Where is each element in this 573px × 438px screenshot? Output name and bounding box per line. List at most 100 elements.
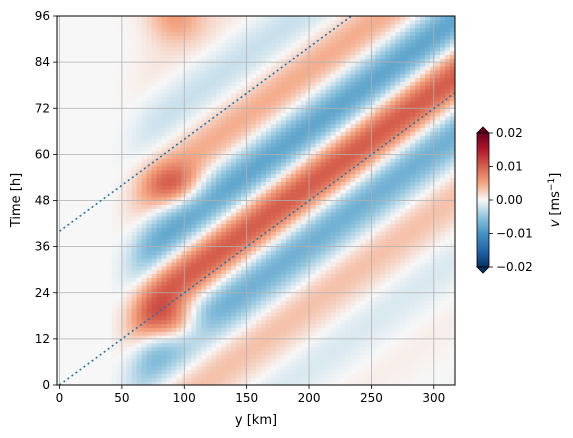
heatmap-cell [176, 115, 182, 121]
heatmap-cell [151, 19, 158, 25]
heatmap-cell [106, 177, 113, 182]
heatmap-cell [191, 154, 197, 159]
heatmap-cell [156, 112, 163, 117]
heatmap-cell [86, 42, 93, 48]
heatmap-cell [251, 23, 257, 29]
heatmap-cell [201, 177, 207, 182]
heatmap-cell [221, 269, 227, 275]
heatmap-cell [111, 192, 118, 198]
heatmap-cell [186, 335, 192, 340]
heatmap-cell [121, 119, 128, 125]
heatmap-cell [231, 16, 237, 21]
heatmap-cell [285, 319, 292, 325]
heatmap-cell [81, 242, 88, 248]
heatmap-cell [290, 315, 297, 321]
heatmap-cell [96, 85, 103, 90]
heatmap-cell [156, 146, 163, 152]
heatmap-cell [71, 35, 78, 40]
heatmap-cell [221, 292, 227, 298]
heatmap-cell [91, 304, 98, 309]
heatmap-cell [241, 46, 247, 52]
heatmap-cell [141, 173, 148, 179]
heatmap-cell [151, 319, 158, 325]
heatmap-cell [106, 112, 113, 117]
heatmap-cell [246, 258, 252, 263]
heatmap-cell [251, 254, 257, 259]
heatmap-cell [196, 358, 202, 363]
heatmap-cell [300, 154, 307, 159]
heatmap-cell [251, 65, 257, 71]
heatmap-cell [260, 58, 267, 63]
heatmap-cell [260, 150, 267, 155]
heatmap-cell [66, 369, 73, 375]
heatmap-cell [300, 135, 307, 140]
heatmap-cell [305, 162, 312, 167]
heatmap-cell [201, 369, 207, 375]
heatmap-cell [295, 300, 302, 305]
heatmap-cell [256, 46, 262, 52]
heatmap-cell [76, 242, 83, 248]
heatmap-cell [251, 365, 257, 371]
heatmap-cell [76, 192, 83, 198]
heatmap-cell [96, 200, 103, 205]
heatmap-cell [226, 127, 232, 132]
heatmap-cell [136, 346, 143, 352]
heatmap-cell [96, 27, 103, 32]
heatmap-cell [126, 250, 133, 255]
heatmap-cell [300, 196, 307, 202]
heatmap-cell [136, 342, 143, 348]
heatmap-cell [280, 112, 287, 117]
heatmap-cell [171, 227, 177, 232]
heatmap-cell [270, 115, 277, 121]
heatmap-cell [216, 208, 222, 213]
heatmap-cell [285, 127, 292, 132]
heatmap-cell [270, 212, 277, 217]
heatmap-cell [265, 139, 272, 144]
heatmap-cell [300, 265, 307, 271]
heatmap-cell [201, 142, 207, 148]
heatmap-cell [101, 277, 108, 282]
heatmap-cell [236, 262, 242, 267]
heatmap-cell [116, 169, 123, 175]
heatmap-cell [111, 181, 118, 186]
heatmap-cell [111, 223, 118, 229]
heatmap-cell [81, 142, 88, 148]
heatmap-cell [126, 342, 133, 348]
heatmap-cell [226, 50, 232, 56]
heatmap-cell [206, 319, 212, 325]
heatmap-cell [111, 308, 118, 313]
heatmap-cell [196, 373, 202, 378]
heatmap-cell [256, 215, 262, 221]
heatmap-cell [201, 127, 207, 132]
heatmap-cell [126, 81, 133, 86]
heatmap-cell [156, 142, 163, 148]
heatmap-cell [186, 288, 192, 294]
heatmap-cell [171, 131, 177, 136]
heatmap-cell [305, 254, 312, 259]
heatmap-cell [156, 135, 163, 140]
heatmap-cell [295, 169, 302, 175]
heatmap-cell [305, 81, 312, 86]
heatmap-cell [141, 350, 148, 355]
heatmap-cell [305, 381, 312, 385]
heatmap-cell [191, 139, 197, 144]
heatmap-cell [186, 158, 192, 163]
heatmap-cell [295, 104, 302, 109]
heatmap-cell [290, 250, 297, 255]
heatmap-cell [191, 169, 197, 175]
heatmap-cell [260, 285, 267, 290]
heatmap-cell [280, 350, 287, 355]
heatmap-cell [251, 165, 257, 171]
heatmap-cell [151, 373, 158, 378]
heatmap-cell [211, 227, 217, 232]
heatmap-cell [146, 73, 153, 79]
heatmap-cell [201, 104, 207, 109]
heatmap-cell [206, 39, 212, 44]
heatmap-cell [260, 112, 267, 117]
heatmap-cell [310, 285, 317, 290]
heatmap-cell [176, 346, 182, 352]
heatmap-cell [241, 300, 247, 305]
heatmap-cell [121, 185, 128, 190]
heatmap-cell [106, 323, 113, 328]
heatmap-cell [226, 311, 232, 317]
